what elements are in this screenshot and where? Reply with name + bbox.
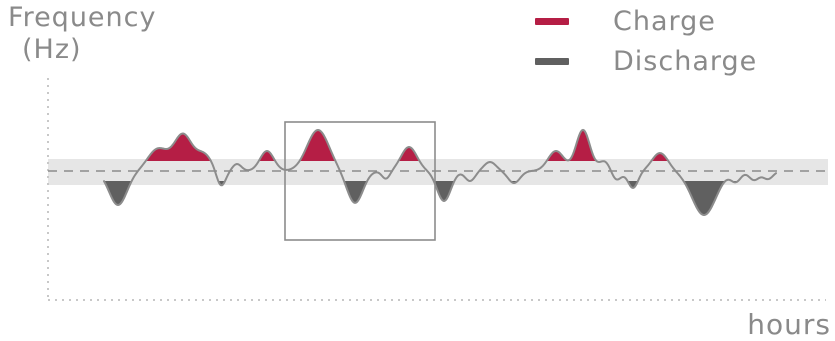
x-axis-label: hours: [747, 308, 831, 341]
y-axis-label-line1: Frequency: [8, 2, 157, 33]
charge-area: [399, 147, 419, 161]
y-axis-label-line2: (Hz): [22, 34, 82, 65]
frequency-curve: [103, 128, 777, 216]
charge-area: [652, 153, 668, 161]
discharge-area: [434, 181, 454, 201]
discharge-area: [684, 181, 725, 215]
charge-area: [259, 151, 275, 161]
highlight-box: [284, 121, 436, 241]
legend-swatch-charge: [535, 18, 569, 25]
legend-label-discharge: Discharge: [613, 46, 758, 77]
nominal-frequency-band: [48, 159, 828, 185]
legend-swatch-discharge: [535, 58, 569, 65]
charge-area: [146, 133, 210, 161]
discharge-area: [104, 181, 131, 205]
charge-area: [300, 130, 335, 161]
legend-item-discharge: Discharge: [535, 46, 757, 77]
legend-item-charge: Charge: [535, 6, 716, 37]
legend-label-charge: Charge: [613, 6, 716, 37]
